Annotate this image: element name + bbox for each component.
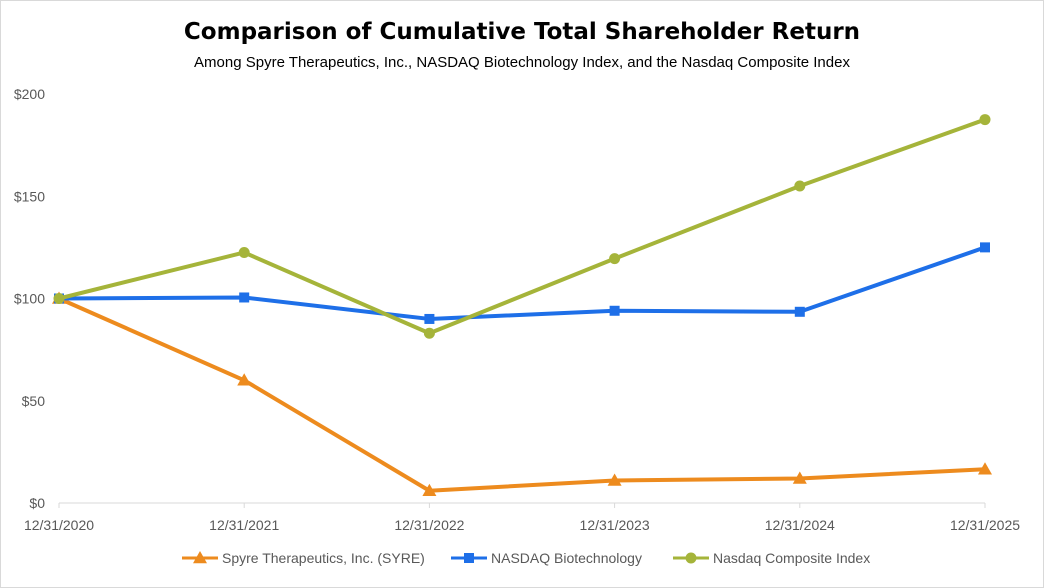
x-tick-label: 12/31/2022 xyxy=(394,517,464,533)
y-tick-label: $0 xyxy=(29,495,45,511)
series-1-point xyxy=(422,483,437,496)
series-3-point xyxy=(238,246,250,258)
series-3-point xyxy=(794,180,806,192)
series-1-point xyxy=(237,373,252,386)
x-tick-label: 12/31/2025 xyxy=(950,517,1020,533)
x-tick-label: 12/31/2021 xyxy=(209,517,279,533)
x-tick-label: 12/31/2024 xyxy=(765,517,835,533)
y-tick-label: $150 xyxy=(14,188,45,204)
legend-marker-2 xyxy=(464,553,474,563)
series-3-point xyxy=(979,114,991,126)
legend-marker-3 xyxy=(685,552,697,564)
x-tick-label: 12/31/2023 xyxy=(580,517,650,533)
x-tick-label: 12/31/2020 xyxy=(24,517,94,533)
chart-title: Comparison of Cumulative Total Sharehold… xyxy=(183,19,861,45)
y-tick-label: $200 xyxy=(14,86,45,102)
series-line-1 xyxy=(57,296,987,493)
series-1-point xyxy=(607,473,622,486)
legend-marker-1 xyxy=(193,551,207,564)
y-tick-label: $100 xyxy=(14,291,45,307)
legend-label: Spyre Therapeutics, Inc. (SYRE) xyxy=(222,550,425,566)
series-3-point xyxy=(423,327,435,339)
series-3-point xyxy=(609,253,621,265)
series-line-3 xyxy=(57,117,987,336)
legend-label: Nasdaq Composite Index xyxy=(713,550,870,566)
series-1-point xyxy=(978,462,992,475)
series-line-2 xyxy=(57,245,987,321)
legend-label: NASDAQ Biotechnology xyxy=(491,550,642,566)
series-2-point xyxy=(239,292,250,303)
series-2-point xyxy=(980,242,990,253)
y-tick-label: $50 xyxy=(22,393,46,409)
series-2-point xyxy=(424,313,435,324)
series-1-point xyxy=(792,471,807,484)
series-3-point xyxy=(53,293,65,304)
series-2-point xyxy=(794,306,805,317)
chart-subtitle: Among Spyre Therapeutics, Inc., NASDAQ B… xyxy=(194,54,850,71)
series-2-point xyxy=(609,305,620,316)
